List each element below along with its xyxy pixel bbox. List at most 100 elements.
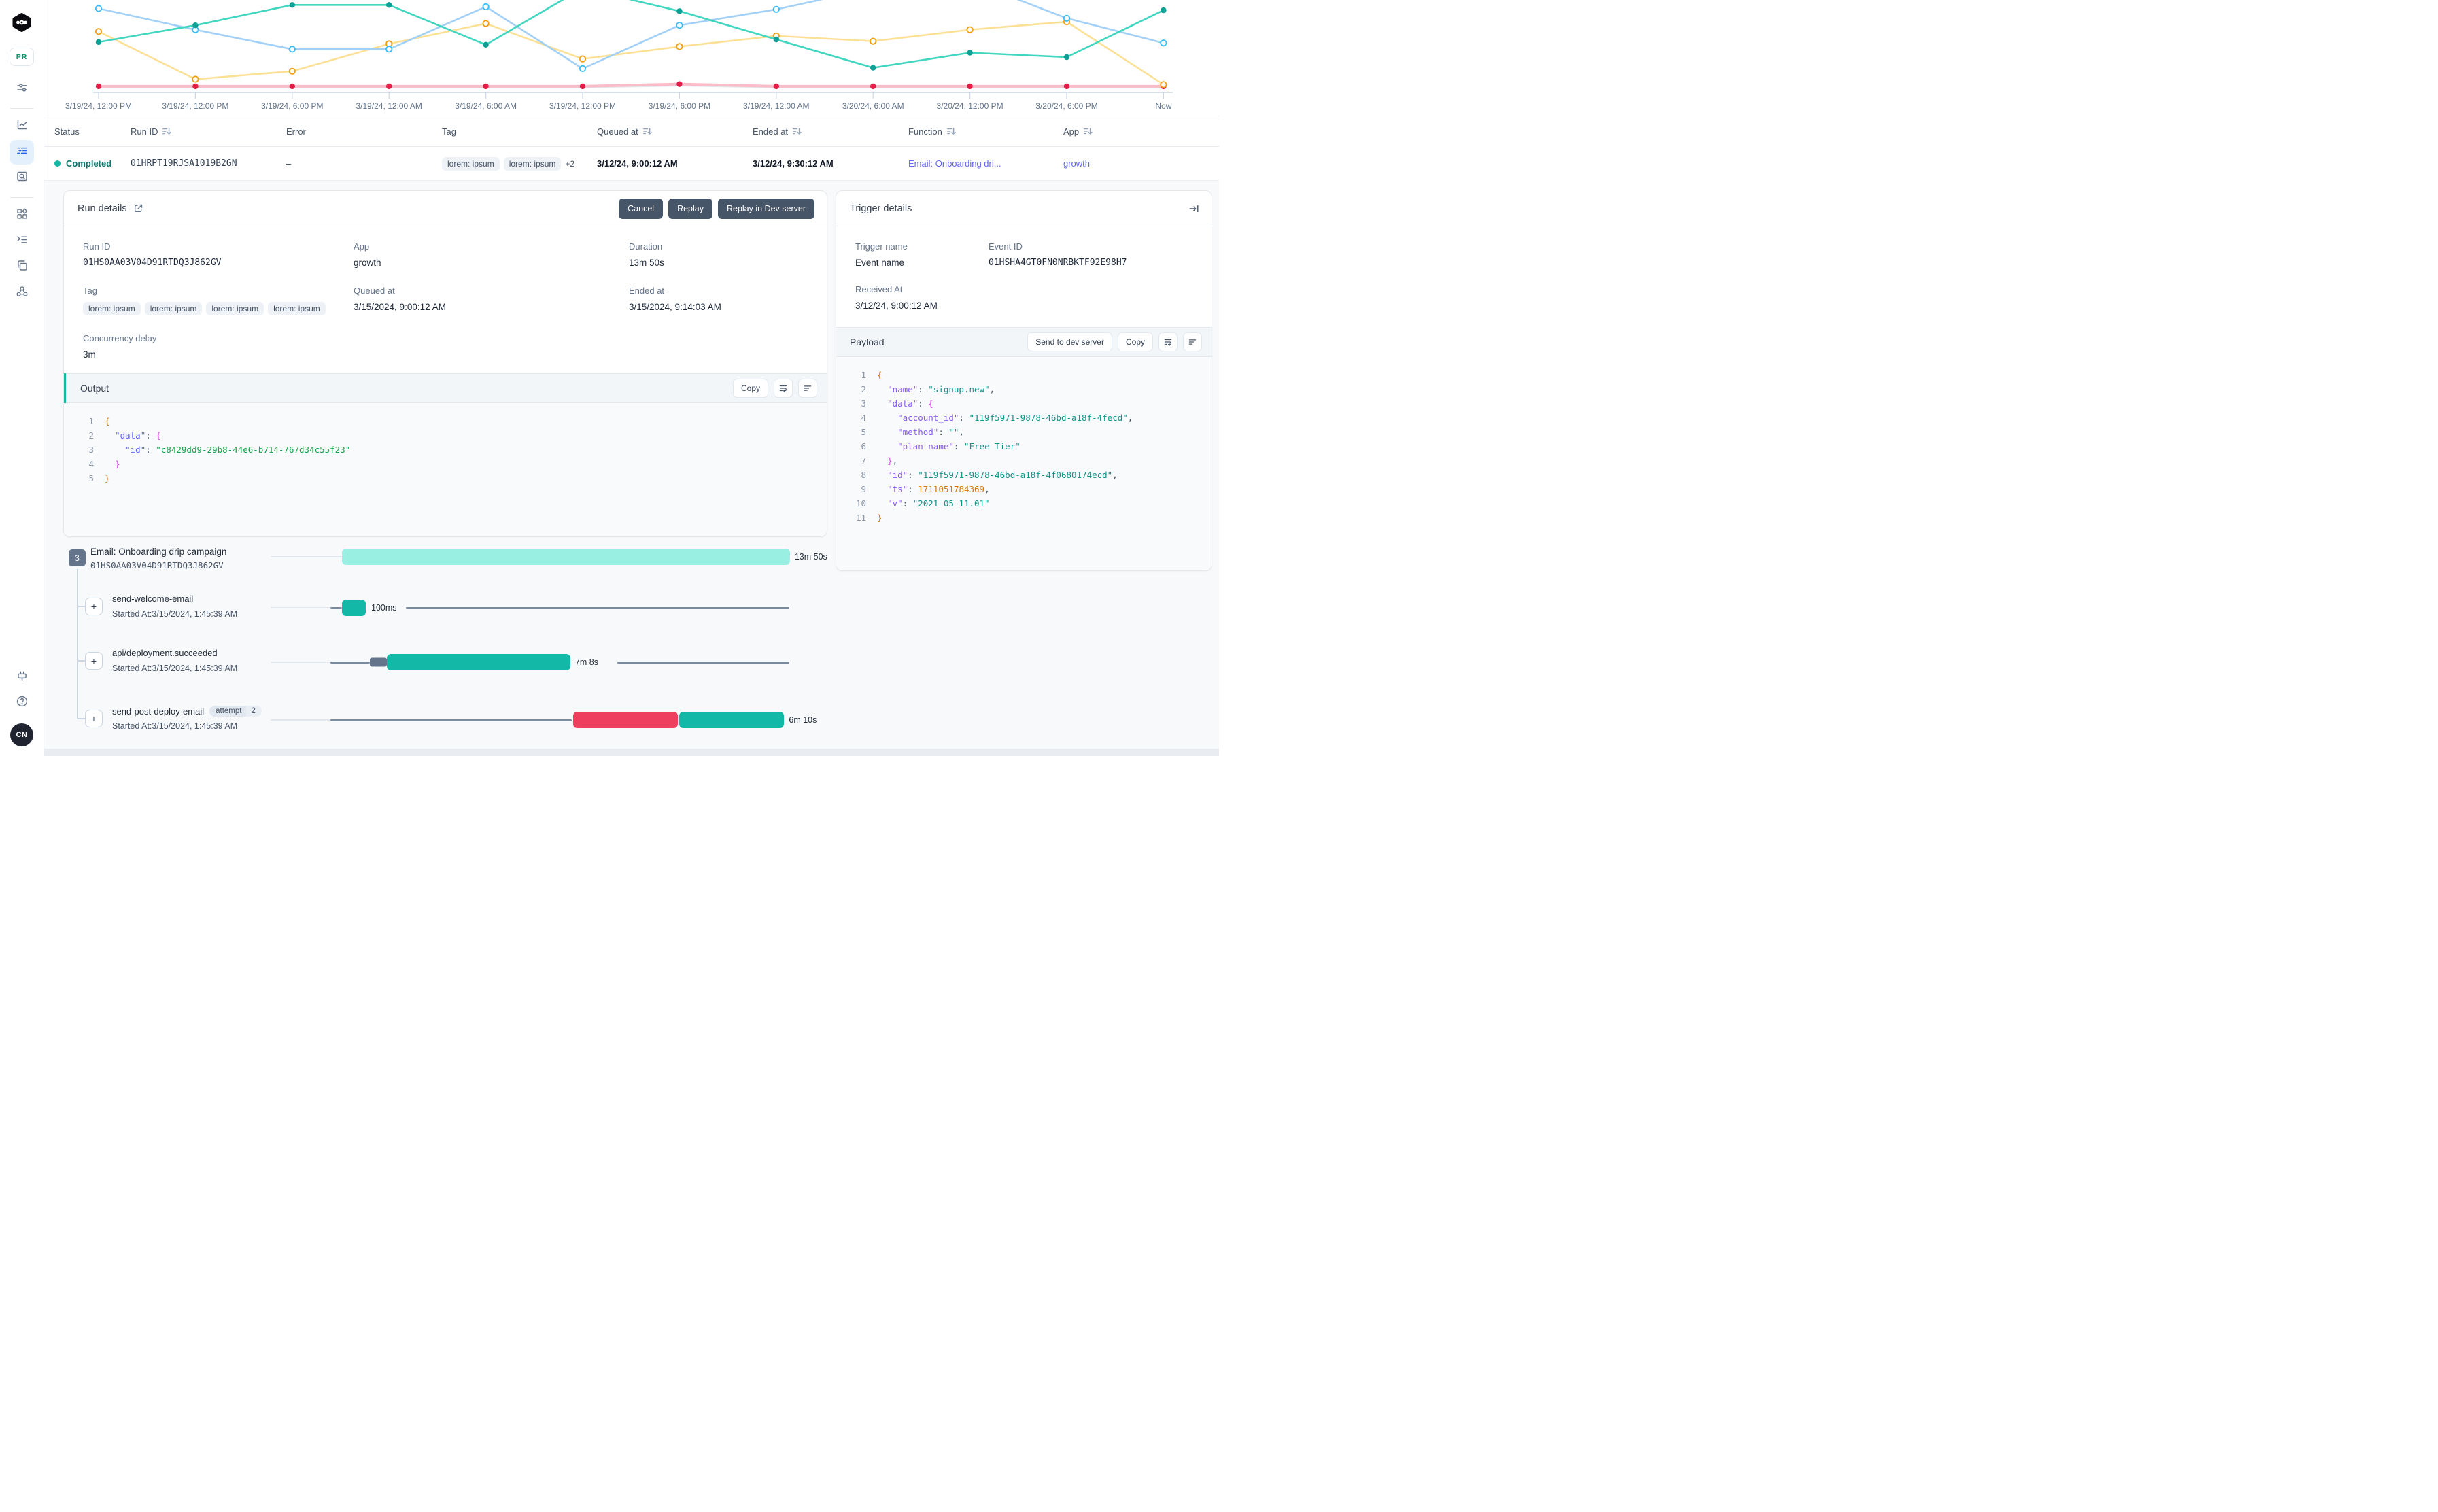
step-started-at: Started At:3/15/2024, 1:45:39 AM bbox=[112, 721, 238, 731]
sidebar-item-dev-server[interactable] bbox=[10, 665, 34, 689]
error-cell: – bbox=[286, 158, 292, 169]
external-link-icon[interactable] bbox=[133, 203, 143, 213]
payload-copy-button[interactable]: Copy bbox=[1117, 332, 1153, 351]
events-icon bbox=[16, 233, 29, 250]
word-wrap-button[interactable] bbox=[1158, 332, 1178, 351]
timeline-bar[interactable] bbox=[369, 657, 388, 667]
format-button[interactable] bbox=[798, 379, 817, 398]
timeline-track-line bbox=[271, 556, 343, 557]
series-line-blue bbox=[97, 0, 1165, 70]
field-label: Concurrency delay bbox=[83, 333, 157, 343]
app-link[interactable]: growth bbox=[354, 258, 381, 268]
payload-code-block[interactable]: 1{2 "name": "signup.new", 3 "data": {4 "a… bbox=[836, 357, 1212, 570]
sidebar-item-runs[interactable] bbox=[10, 140, 34, 165]
expand-step-button[interactable]: + bbox=[85, 652, 103, 670]
data-point-yellow bbox=[95, 28, 103, 35]
cancel-button[interactable]: Cancel bbox=[619, 198, 664, 219]
user-avatar[interactable]: CN bbox=[10, 723, 33, 746]
output-copy-button[interactable]: Copy bbox=[732, 379, 768, 398]
align-left-icon bbox=[1188, 339, 1197, 345]
line-number: 4 bbox=[861, 413, 866, 423]
duration-label: 13m 50s bbox=[794, 552, 827, 562]
timeline-track-line bbox=[271, 662, 331, 663]
replay-button[interactable]: Replay bbox=[668, 198, 712, 219]
tree-connector bbox=[78, 606, 86, 607]
word-wrap-button[interactable] bbox=[774, 379, 793, 398]
data-point-teal bbox=[773, 36, 780, 43]
sidebar-item-pages[interactable] bbox=[10, 255, 34, 279]
timeline-track-line bbox=[330, 719, 572, 721]
column-header-function[interactable]: Function bbox=[908, 126, 1063, 137]
column-header-ended-at[interactable]: Ended at bbox=[753, 126, 908, 137]
sidebar-item-filters[interactable] bbox=[10, 77, 34, 101]
column-header-queued-at[interactable]: Queued at bbox=[597, 126, 753, 137]
run-id: 01HS0AA03V04D91RTDQ3J862GV bbox=[90, 560, 224, 570]
sidebar-item-webhooks[interactable] bbox=[10, 281, 34, 305]
step-name-text: send-post-deploy-email bbox=[112, 706, 205, 717]
attempt-count: 2 bbox=[246, 706, 262, 717]
column-header-error: Error bbox=[286, 126, 442, 137]
data-point-teal bbox=[95, 39, 102, 46]
sidebar-item-apps[interactable] bbox=[10, 203, 34, 228]
tree-connector bbox=[78, 660, 86, 662]
column-label: Queued at bbox=[597, 126, 638, 137]
expand-step-button[interactable]: + bbox=[85, 710, 103, 727]
collapse-panel-icon[interactable] bbox=[1188, 203, 1199, 214]
field-label: Tag bbox=[83, 286, 97, 296]
replay-dev-server-button[interactable]: Replay in Dev server bbox=[717, 198, 814, 219]
copy-pages-icon bbox=[16, 259, 29, 275]
payload-header: Payload Send to dev server Copy bbox=[836, 327, 1212, 357]
run-timeline: 3 Email: Onboarding drip campaign 01HS0A… bbox=[63, 546, 827, 756]
code-line: 1{ bbox=[64, 414, 827, 428]
timeline-bar[interactable] bbox=[342, 549, 790, 565]
duration-label: 7m 8s bbox=[574, 657, 598, 667]
timeline-bar[interactable] bbox=[387, 654, 570, 670]
sidebar-item-metrics[interactable] bbox=[10, 114, 34, 139]
series-line-red bbox=[97, 82, 1165, 88]
data-point-blue bbox=[95, 5, 103, 12]
trigger-name-value: Event name bbox=[855, 258, 905, 268]
column-header-run-id[interactable]: Run ID bbox=[131, 126, 286, 137]
field-label: App bbox=[354, 241, 370, 252]
line-number: 5 bbox=[861, 427, 866, 437]
line-number: 3 bbox=[88, 445, 94, 455]
data-point-blue bbox=[772, 5, 780, 13]
inngest-logo[interactable] bbox=[10, 12, 33, 33]
timeline-step-row: + api/deployment.succeeded Started At:3/… bbox=[63, 644, 827, 679]
field-value: 3/15/2024, 9:14:03 AM bbox=[629, 302, 721, 312]
app-link[interactable]: growth bbox=[1063, 158, 1091, 169]
field-value: 13m 50s bbox=[629, 258, 664, 268]
run-details-card: Run details Cancel Replay Replay in Dev … bbox=[63, 190, 827, 537]
column-header-app[interactable]: App bbox=[1063, 126, 1219, 137]
code-line: 7 }, bbox=[836, 453, 1212, 468]
column-label: Error bbox=[286, 126, 306, 137]
timeline-bar[interactable] bbox=[679, 712, 785, 728]
environment-badge[interactable]: PR bbox=[10, 48, 34, 66]
status-dot-icon bbox=[54, 160, 61, 167]
sidebar-item-events[interactable] bbox=[10, 229, 34, 254]
field-label: Queued at bbox=[354, 286, 395, 296]
queued-at-cell: 3/12/24, 9:00:12 AM bbox=[597, 158, 678, 169]
x-axis-label: 3/19/24, 12:00 PM bbox=[549, 101, 616, 111]
field-value: 01HS0AA03V04D91RTDQ3J862GV bbox=[83, 258, 222, 268]
data-point-yellow bbox=[966, 26, 974, 33]
data-point-red bbox=[289, 83, 295, 90]
function-link[interactable]: Email: Onboarding dri... bbox=[908, 158, 1001, 169]
run-table-row[interactable]: Completed 01HRPT19RJSA1019B2GN – lorem: … bbox=[44, 147, 1219, 181]
step-name: api/deployment.succeeded bbox=[112, 648, 218, 658]
timeline-bar[interactable] bbox=[342, 600, 366, 616]
format-button[interactable] bbox=[1183, 332, 1202, 351]
sidebar-item-log-search[interactable] bbox=[10, 166, 34, 190]
expand-step-button[interactable]: + bbox=[85, 598, 103, 615]
output-code-block[interactable]: 1{2 "data": {3 "id": "c8429dd9-29b8-44e6… bbox=[64, 403, 827, 536]
data-point-yellow bbox=[482, 20, 490, 27]
send-to-dev-server-button[interactable]: Send to dev server bbox=[1027, 332, 1112, 351]
line-number: 11 bbox=[855, 513, 866, 523]
timeline-bar[interactable] bbox=[572, 712, 679, 728]
step-started-at: Started At:3/15/2024, 1:45:39 AM bbox=[112, 609, 238, 619]
x-axis-label: 3/19/24, 12:00 PM bbox=[162, 101, 228, 111]
sidebar-item-help[interactable] bbox=[10, 691, 34, 715]
timeline-track-line bbox=[617, 661, 790, 664]
data-point-red bbox=[870, 83, 876, 90]
column-label: Ended at bbox=[753, 126, 789, 137]
